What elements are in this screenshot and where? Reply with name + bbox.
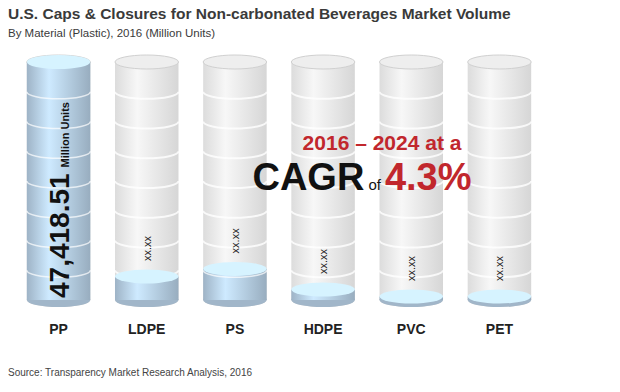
tube-ring bbox=[291, 241, 354, 248]
tube-top bbox=[27, 55, 90, 69]
tube-ring bbox=[115, 181, 178, 188]
fill-cap bbox=[468, 289, 531, 303]
x-axis: PP LDPE PS HDPE PVC PET bbox=[49, 321, 513, 337]
tube-ring bbox=[115, 92, 178, 99]
tube bbox=[27, 62, 90, 300]
annotation: 2016 – 2024 at a bbox=[303, 131, 462, 154]
annotation-of: of bbox=[368, 176, 381, 193]
tube-top bbox=[380, 55, 443, 69]
x-tick-label: HDPE bbox=[304, 321, 343, 337]
tube-ring bbox=[203, 122, 266, 129]
tube-ring bbox=[115, 122, 178, 129]
fill-cap bbox=[203, 262, 266, 276]
tube-ring bbox=[115, 211, 178, 218]
tube-ring bbox=[468, 122, 531, 129]
tube bbox=[468, 62, 531, 300]
tube-ring bbox=[468, 151, 531, 158]
annotation-cagr: CAGR bbox=[252, 156, 364, 198]
tube-ring bbox=[115, 151, 178, 158]
tube-top bbox=[203, 55, 266, 69]
x-tick: PP bbox=[49, 321, 68, 337]
x-tick-label: PP bbox=[49, 321, 68, 337]
fill-cap bbox=[291, 282, 354, 296]
data-label: xx.xx bbox=[229, 228, 241, 254]
tube-ring bbox=[380, 92, 443, 99]
data-label-value: 47,418.51 bbox=[44, 173, 75, 298]
x-tick-label: PVC bbox=[397, 321, 426, 337]
x-tick: PVC bbox=[397, 321, 426, 337]
tube-ring bbox=[203, 92, 266, 99]
tube-ring bbox=[380, 122, 443, 129]
annotation-rate: 4.3% bbox=[385, 156, 472, 198]
tube-ring bbox=[468, 92, 531, 99]
tube-ring bbox=[291, 92, 354, 99]
tubes bbox=[27, 55, 531, 307]
tube-ring bbox=[468, 241, 531, 248]
fill-cap bbox=[115, 269, 178, 283]
data-label: xx.xx bbox=[141, 235, 153, 261]
source: Source: Transparency Market Research Ana… bbox=[8, 367, 252, 378]
tube-top bbox=[115, 55, 178, 69]
data-label: xx.xx bbox=[493, 255, 505, 281]
data-label: xx.xx bbox=[317, 248, 329, 274]
tube-ring bbox=[468, 181, 531, 188]
data-labels: 47,418.51 Million Units xx.xx xx.xx xx.xx xx.… bbox=[44, 102, 506, 298]
fill-cap bbox=[380, 289, 443, 303]
tube-ring bbox=[380, 241, 443, 248]
tube-ring bbox=[291, 122, 354, 129]
data-label: xx.xx bbox=[405, 255, 417, 281]
cagr-annotation: 2016 – 2024 at aCAGRof4.3% bbox=[252, 131, 471, 198]
tube-ring bbox=[203, 211, 266, 218]
x-tick: PS bbox=[226, 321, 245, 337]
tube-ring bbox=[468, 211, 531, 218]
tube-ring bbox=[291, 211, 354, 218]
bar bbox=[27, 62, 90, 300]
fill-ring bbox=[27, 92, 90, 99]
chart: U.S. Caps & Closures for Non-carbonated … bbox=[0, 0, 620, 392]
tube bbox=[115, 62, 178, 300]
tube-ring bbox=[380, 211, 443, 218]
fill-cap bbox=[27, 55, 90, 69]
data-label: 47,418.51 Million Units bbox=[44, 102, 75, 298]
x-tick-label: PET bbox=[486, 321, 514, 337]
data-label-unit: Million Units bbox=[59, 102, 71, 167]
x-tick-label: LDPE bbox=[128, 321, 165, 337]
x-tick: PET bbox=[486, 321, 514, 337]
x-tick-label: PS bbox=[226, 321, 245, 337]
plot-area bbox=[27, 55, 531, 307]
tube-top bbox=[468, 55, 531, 69]
subtitle: By Material (Plastic), 2016 (Million Uni… bbox=[8, 27, 215, 39]
x-tick: HDPE bbox=[304, 321, 343, 337]
title: U.S. Caps & Closures for Non-carbonated … bbox=[8, 5, 511, 22]
tube-top bbox=[291, 55, 354, 69]
x-tick: LDPE bbox=[128, 321, 165, 337]
annotation: CAGRof4.3% bbox=[252, 156, 471, 198]
